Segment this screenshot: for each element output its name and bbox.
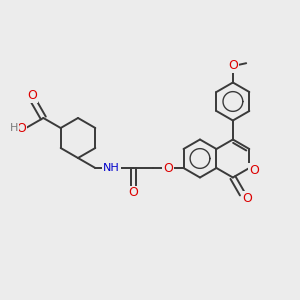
Text: H: H [10, 123, 18, 133]
Text: O: O [164, 161, 173, 175]
Text: NH: NH [103, 163, 120, 173]
Text: O: O [27, 89, 37, 102]
Text: O: O [242, 191, 252, 205]
Text: O: O [228, 59, 238, 72]
Text: O: O [16, 122, 26, 134]
Text: O: O [128, 187, 138, 200]
Text: O: O [249, 164, 259, 176]
